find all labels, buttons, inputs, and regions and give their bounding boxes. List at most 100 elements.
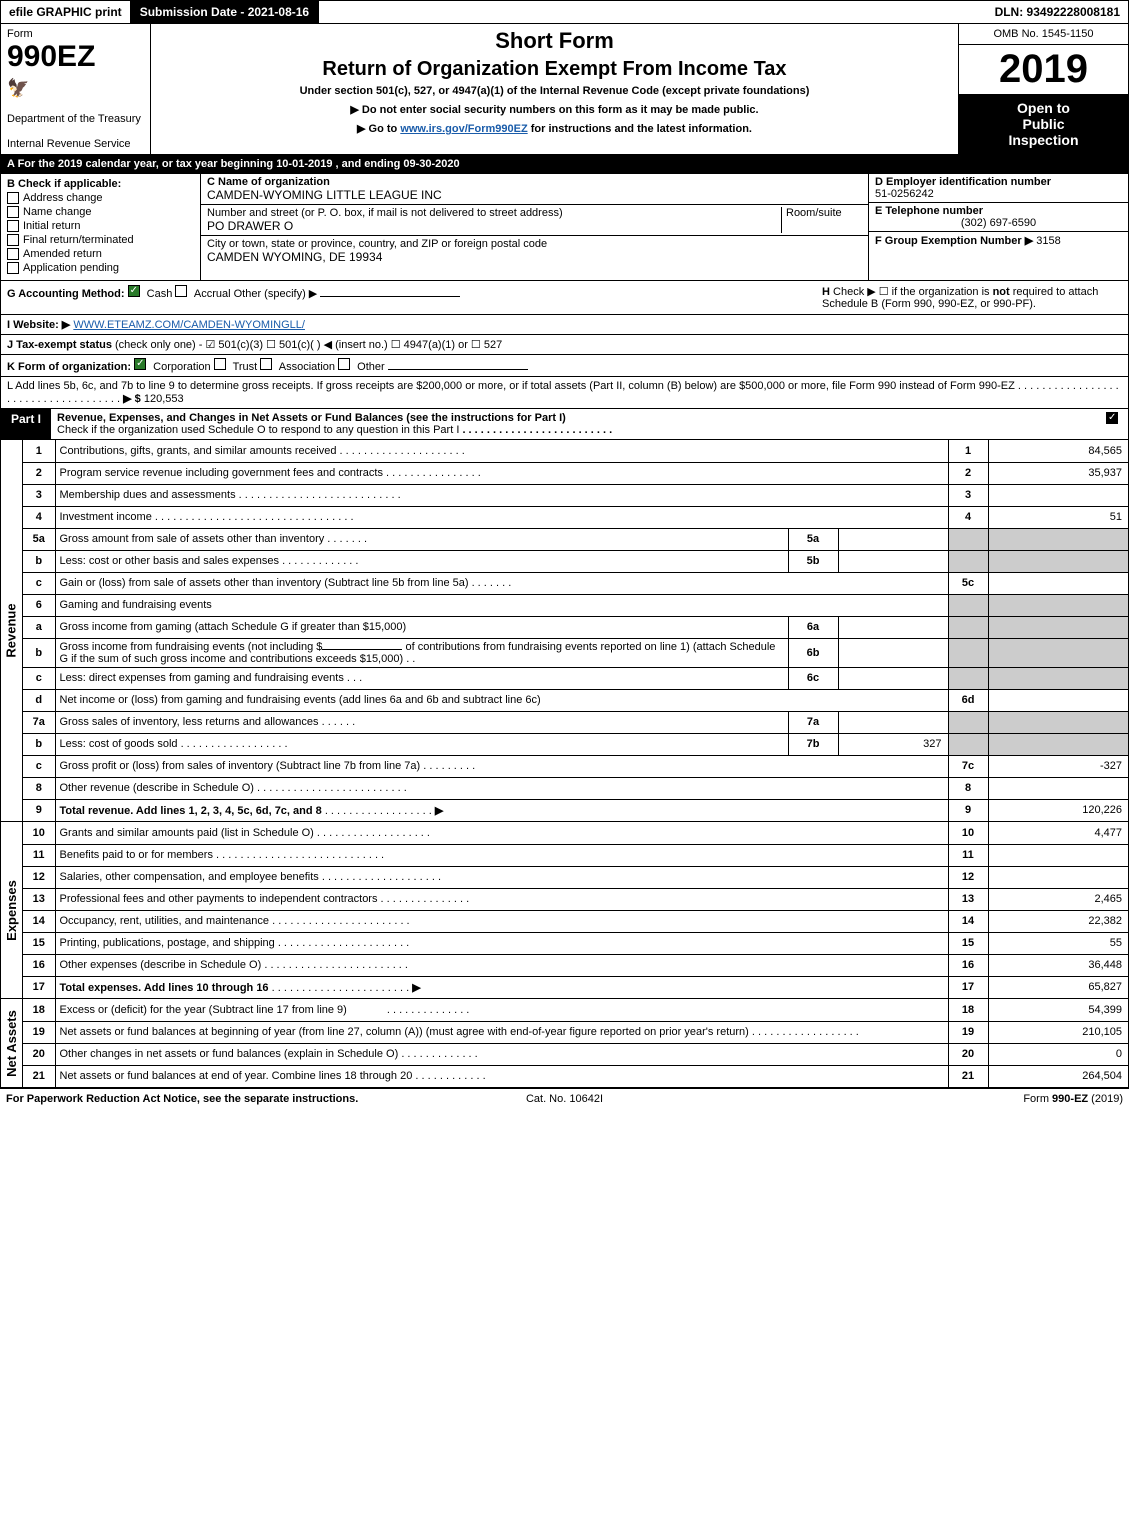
line-2-val: 35,937	[988, 462, 1128, 484]
row-d: D Employer identification number 51-0256…	[869, 174, 1128, 203]
expenses-table: 10Grants and similar amounts paid (list …	[23, 822, 1128, 998]
line-10: 10Grants and similar amounts paid (list …	[23, 822, 1128, 844]
line-3: 3Membership dues and assessments . . . .…	[23, 484, 1128, 506]
short-form-title: Short Form	[155, 28, 954, 54]
part1-title: Revenue, Expenses, and Changes in Net As…	[51, 409, 1100, 439]
j-text: (check only one) - ☑ 501(c)(3) ☐ 501(c)(…	[112, 339, 502, 351]
line-6a-sub: 6a	[788, 616, 838, 638]
form-header: Form 990EZ 🦅 Department of the Treasury …	[0, 24, 1129, 155]
line-5b-subval	[838, 550, 948, 572]
submission-date: Submission Date - 2021-08-16	[130, 1, 319, 23]
line-11-val	[988, 844, 1128, 866]
line-6: 6Gaming and fundraising events	[23, 594, 1128, 616]
other-org-label: Other	[357, 361, 385, 373]
line-16: 16Other expenses (describe in Schedule O…	[23, 954, 1128, 976]
trust-label: Trust	[233, 361, 258, 373]
line-1-desc: Contributions, gifts, grants, and simila…	[60, 445, 337, 457]
line-6b-desc1: Gross income from fundraising events (no…	[60, 641, 323, 653]
line-21-desc: Net assets or fund balances at end of ye…	[60, 1070, 413, 1082]
line-20-val: 0	[988, 1043, 1128, 1065]
line-1: 1Contributions, gifts, grants, and simil…	[23, 440, 1128, 462]
corp-label: Corporation	[153, 361, 210, 373]
line-7a-sub: 7a	[788, 711, 838, 733]
revenue-table: 1Contributions, gifts, grants, and simil…	[23, 440, 1128, 821]
section-b-left: B Check if applicable: Address change Na…	[1, 174, 201, 280]
l-value: 120,553	[144, 393, 184, 405]
room-label: Room/suite	[782, 207, 862, 233]
f-value: 3158	[1036, 235, 1060, 247]
goto-link[interactable]: www.irs.gov/Form990EZ	[400, 123, 527, 135]
checkbox-final-return[interactable]	[7, 234, 19, 246]
application-pending-label: Application pending	[23, 262, 119, 274]
net-assets-section: Net Assets 18Excess or (deficit) for the…	[0, 999, 1129, 1088]
checkbox-initial-return[interactable]	[7, 220, 19, 232]
row-street: Number and street (or P. O. box, if mail…	[201, 205, 868, 236]
cash-label: Cash	[147, 288, 173, 300]
line-10-val: 4,477	[988, 822, 1128, 844]
line-9: 9Total revenue. Add lines 1, 2, 3, 4, 5c…	[23, 799, 1128, 821]
checkbox-address-change[interactable]	[7, 192, 19, 204]
dots: . . . . . . . . . . . . . . . . . . . . …	[462, 424, 612, 436]
g-label: G Accounting Method:	[7, 288, 125, 300]
address-change-label: Address change	[23, 192, 103, 204]
checkbox-name-change[interactable]	[7, 206, 19, 218]
row-e: E Telephone number (302) 697-6590	[869, 203, 1128, 232]
checkbox-cash[interactable]	[128, 285, 140, 297]
checkbox-association[interactable]	[260, 358, 272, 370]
l-row: L Add lines 5b, 6c, and 7b to line 9 to …	[0, 377, 1129, 409]
checkbox-corporation[interactable]	[134, 358, 146, 370]
line-6b-sub: 6b	[788, 638, 838, 667]
line-6b: bGross income from fundraising events (n…	[23, 638, 1128, 667]
tax-status-row: J Tax-exempt status (check only one) - ☑…	[0, 335, 1129, 355]
goto-pre: ▶ Go to	[357, 123, 400, 135]
irs-label: Internal Revenue Service	[7, 138, 144, 150]
checkbox-trust[interactable]	[214, 358, 226, 370]
checkbox-accrual[interactable]	[175, 285, 187, 297]
line-5a-sub: 5a	[788, 528, 838, 550]
line-11: 11Benefits paid to or for members . . . …	[23, 844, 1128, 866]
checkbox-schedule-o[interactable]	[1106, 412, 1118, 424]
line-7b-subval: 327	[838, 733, 948, 755]
checkbox-other-org[interactable]	[338, 358, 350, 370]
line-7c-desc: Gross profit or (loss) from sales of inv…	[60, 760, 421, 772]
row-f: F Group Exemption Number ▶ 3158	[869, 232, 1128, 280]
line-6c: cLess: direct expenses from gaming and f…	[23, 667, 1128, 689]
assoc-label: Association	[279, 361, 335, 373]
net-assets-label-text: Net Assets	[4, 1010, 19, 1077]
e-label: E Telephone number	[875, 205, 1122, 217]
amended-return-label: Amended return	[23, 248, 102, 260]
line-14-desc: Occupancy, rent, utilities, and maintena…	[60, 915, 270, 927]
section-a: A For the 2019 calendar year, or tax yea…	[0, 155, 1129, 174]
line-9-val: 120,226	[988, 799, 1128, 821]
g-left: G Accounting Method: Cash Accrual Other …	[7, 285, 822, 310]
line-7c-val: -327	[988, 755, 1128, 777]
line-17-arrow: ▶	[412, 982, 420, 994]
line-7b-sub: 7b	[788, 733, 838, 755]
line-7c: cGross profit or (loss) from sales of in…	[23, 755, 1128, 777]
line-11-desc: Benefits paid to or for members	[60, 849, 213, 861]
final-return-label: Final return/terminated	[23, 234, 134, 246]
h-text2: not	[993, 286, 1010, 298]
goto-row: ▶ Go to www.irs.gov/Form990EZ for instru…	[155, 122, 954, 135]
expenses-label-text: Expenses	[4, 880, 19, 941]
line-15: 15Printing, publications, postage, and s…	[23, 932, 1128, 954]
dept-label: Department of the Treasury	[7, 113, 144, 125]
open-public: Open to Public Inspection	[959, 94, 1128, 154]
line-14: 14Occupancy, rent, utilities, and mainte…	[23, 910, 1128, 932]
line-6c-desc: Less: direct expenses from gaming and fu…	[60, 672, 344, 684]
line-8: 8Other revenue (describe in Schedule O) …	[23, 777, 1128, 799]
f-label: F Group Exemption Number ▶	[875, 235, 1033, 247]
line-5c: cGain or (loss) from sale of assets othe…	[23, 572, 1128, 594]
line-21: 21Net assets or fund balances at end of …	[23, 1065, 1128, 1087]
line-12-desc: Salaries, other compensation, and employ…	[60, 871, 319, 883]
efile-label[interactable]: efile GRAPHIC print	[1, 1, 130, 23]
revenue-side-label: Revenue	[1, 440, 23, 821]
line-7b-desc: Less: cost of goods sold	[60, 738, 178, 750]
website-link[interactable]: WWW.ETEAMZ.COM/CAMDEN-WYOMINGLL/	[73, 319, 305, 331]
checkbox-amended-return[interactable]	[7, 248, 19, 260]
d-label: D Employer identification number	[875, 176, 1122, 188]
net-assets-table: 18Excess or (deficit) for the year (Subt…	[23, 999, 1128, 1087]
line-16-val: 36,448	[988, 954, 1128, 976]
street-value: PO DRAWER O	[207, 219, 777, 233]
checkbox-application-pending[interactable]	[7, 262, 19, 274]
